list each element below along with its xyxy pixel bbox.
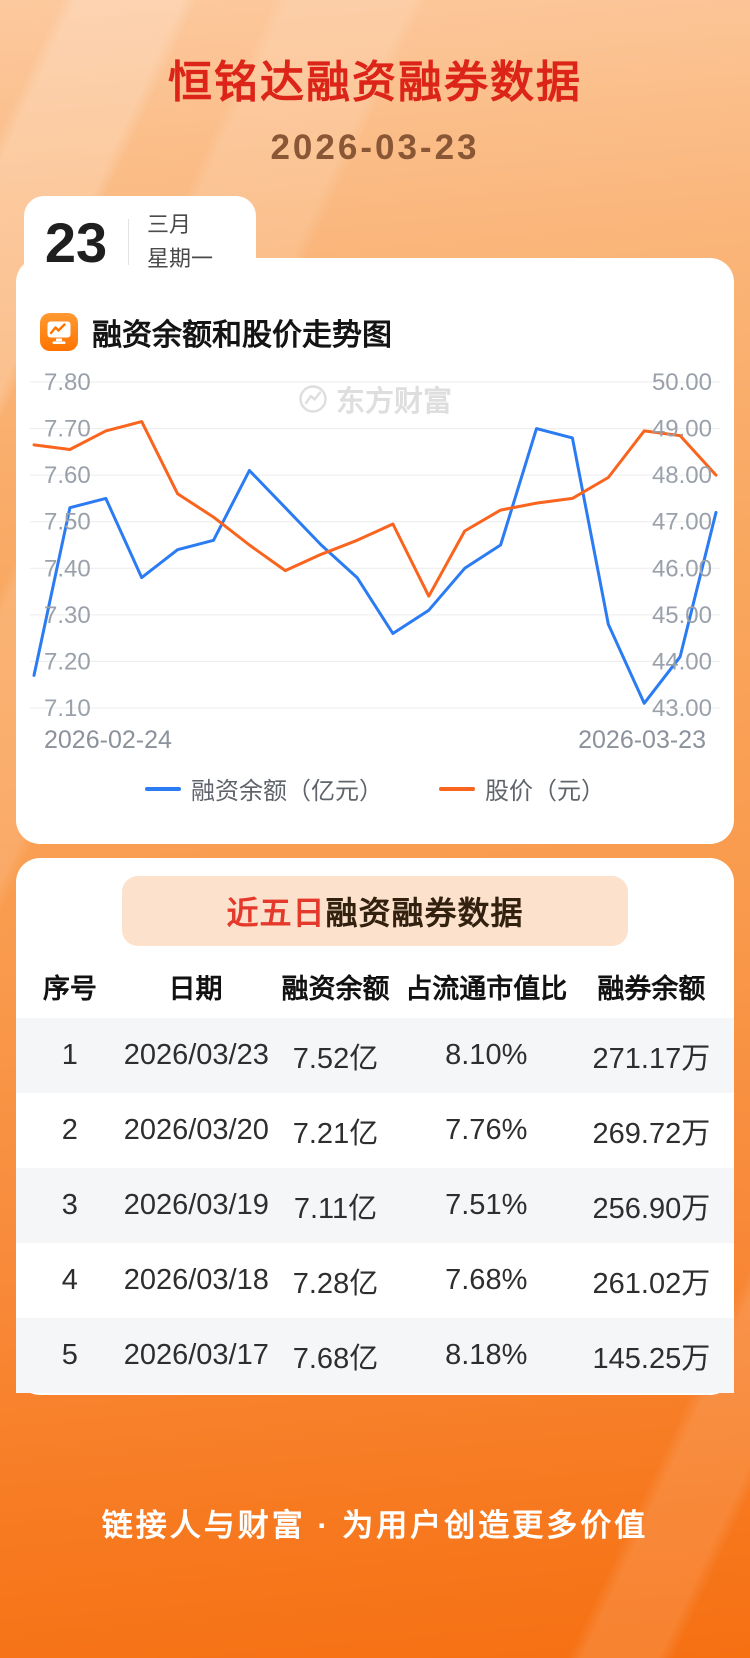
legend-swatch-blue: [145, 786, 181, 791]
left-axis-tick: 7.80: [44, 369, 91, 396]
table-header-cell: 融资余额: [281, 973, 390, 1004]
table-cell: 271.17万: [592, 1042, 711, 1075]
table-cell: 261.02万: [592, 1267, 711, 1300]
data-table: 序号 日期 融资余额 占流通市值比 融券余额 1 2026/03/23 7.52亿 8.10% 2…: [16, 954, 734, 1393]
table-header-cell: 序号: [42, 973, 97, 1004]
chart-watermark: 东方财富: [298, 378, 452, 420]
right-axis-tick: 44.00: [652, 648, 712, 675]
right-axis-tick: 43.00: [652, 695, 712, 722]
table-row: 1 2026/03/23 7.52亿 8.10% 271.17万: [16, 1018, 734, 1093]
table-cell: 5: [61, 1339, 78, 1371]
calendar-month-weekday: 三月 星期一: [147, 208, 213, 276]
calendar-day: 23: [44, 210, 108, 274]
right-axis-tick: 45.00: [652, 602, 712, 629]
calendar-divider: [128, 219, 129, 265]
left-axis-tick: 7.20: [44, 648, 91, 675]
table-cell: 3: [61, 1189, 78, 1221]
table-cell: 7.11亿: [293, 1192, 378, 1225]
legend-label-stock-price: 股价（元）: [485, 778, 605, 805]
table-cell: 2026/03/20: [123, 1114, 269, 1146]
table-title-rest: 融资融券数据: [325, 895, 524, 931]
table-title-highlight: 近五日: [226, 895, 326, 931]
trend-chart-svg: 7.80 7.70 7.60 7.50 7.40 7.30 7.20 7.10 50.00 49.…: [30, 369, 720, 722]
chart-area: 7.80 7.70 7.60 7.50 7.40 7.30 7.20 7.10 50.00 49.…: [16, 364, 734, 806]
table-cell: 4: [61, 1264, 78, 1296]
table-title-band: 近五日融资融券数据: [122, 876, 628, 946]
left-axis-tick: 7.60: [44, 462, 91, 489]
right-axis-tick: 46.00: [652, 555, 712, 582]
table-row: 5 2026/03/17 7.68亿 8.18% 145.25万: [16, 1318, 734, 1393]
table-cell: 2: [61, 1114, 78, 1146]
left-axis-tick: 7.70: [44, 416, 91, 443]
table-header-cell: 占流通市值比: [405, 973, 568, 1004]
series-line-margin-balance: [32, 427, 718, 705]
left-axis-tick: 7.30: [44, 602, 91, 629]
table-cell: 7.52亿: [292, 1042, 379, 1075]
x-axis-start-label: 2026-02-24: [44, 726, 172, 754]
trend-chart-icon: [40, 313, 78, 351]
table-cell: 7.68亿: [292, 1342, 379, 1375]
page-title: 恒铭达融资融券数据: [168, 58, 582, 107]
table-cell: 2026/03/18: [123, 1264, 269, 1296]
series-line-stock-price: [32, 420, 718, 598]
table-cell: 2026/03/17: [123, 1339, 269, 1371]
table-cell: 2026/03/19: [123, 1189, 269, 1221]
watermark-logo-icon: [299, 385, 327, 413]
table-cell: 7.28亿: [292, 1267, 379, 1300]
table-cell: 269.72万: [592, 1117, 711, 1150]
right-axis-tick: 47.00: [652, 509, 712, 536]
table-cell: 7.21亿: [292, 1117, 379, 1150]
table-panel: 近五日融资融券数据 东方财富 序号日期融资余额占流通市值比融券余额12026/0…: [16, 858, 734, 1395]
x-axis-labels: 2026-02-24 2026-03-23: [16, 726, 734, 755]
table-cell: 2026/03/23: [123, 1039, 269, 1071]
table-cell: 8.10%: [445, 1039, 528, 1071]
table-cell: 7.51%: [445, 1189, 528, 1221]
footer-slogan: 链接人与财富 · 为用户创造更多价值: [101, 1508, 649, 1543]
left-axis-tick: 7.10: [44, 695, 91, 722]
table-cell: 256.90万: [592, 1192, 711, 1225]
page-date: 2026-03-23: [270, 128, 480, 167]
table-cell: 145.25万: [592, 1342, 711, 1375]
table-row: 3 2026/03/19 7.11亿 7.51% 256.90万: [16, 1168, 734, 1243]
chart-section-header: 融资余额和股价走势图: [16, 258, 734, 354]
right-axis-tick: 49.00: [652, 416, 712, 443]
table-header-row: 序号 日期 融资余额 占流通市值比 融券余额: [16, 954, 734, 1018]
chart-watermark-text: 东方财富: [335, 386, 453, 418]
legend-swatch-orange: [439, 786, 475, 791]
table-cell: 7.68%: [445, 1264, 528, 1296]
table-cell: 8.18%: [445, 1339, 528, 1371]
left-axis-tick: 7.40: [44, 555, 91, 582]
table-cell: 1: [61, 1039, 78, 1071]
chart-legend: 融资余额（亿元） 股价（元）: [16, 771, 734, 806]
table-header-cell: 融券余额: [597, 973, 706, 1004]
right-axis-tick: 50.00: [652, 369, 712, 396]
chart-panel: 融资余额和股价走势图 东方财富 7.80 7.70 7.60 7.50 7.40 7.30…: [16, 258, 734, 844]
legend-label-margin-balance: 融资余额（亿元）: [191, 778, 383, 805]
table-row: 4 2026/03/18 7.28亿 7.68% 261.02万: [16, 1243, 734, 1318]
x-axis-end-label: 2026-03-23: [578, 726, 706, 754]
calendar-month: 三月: [147, 211, 192, 237]
table-row: 2 2026/03/20 7.21亿 7.76% 269.72万: [16, 1093, 734, 1168]
chart-section-title: 融资余额和股价走势图: [92, 319, 392, 352]
left-axis-tick: 7.50: [44, 509, 91, 536]
table-header-cell: 日期: [168, 973, 223, 1004]
right-axis-tick: 48.00: [652, 462, 712, 489]
calendar-card: 23 三月 星期一: [24, 196, 256, 288]
table-cell: 7.76%: [445, 1114, 528, 1146]
legend-item-stock-price: 股价（元）: [439, 771, 605, 806]
legend-item-margin-balance: 融资余额（亿元）: [145, 771, 383, 806]
calendar-weekday: 星期一: [147, 246, 214, 271]
